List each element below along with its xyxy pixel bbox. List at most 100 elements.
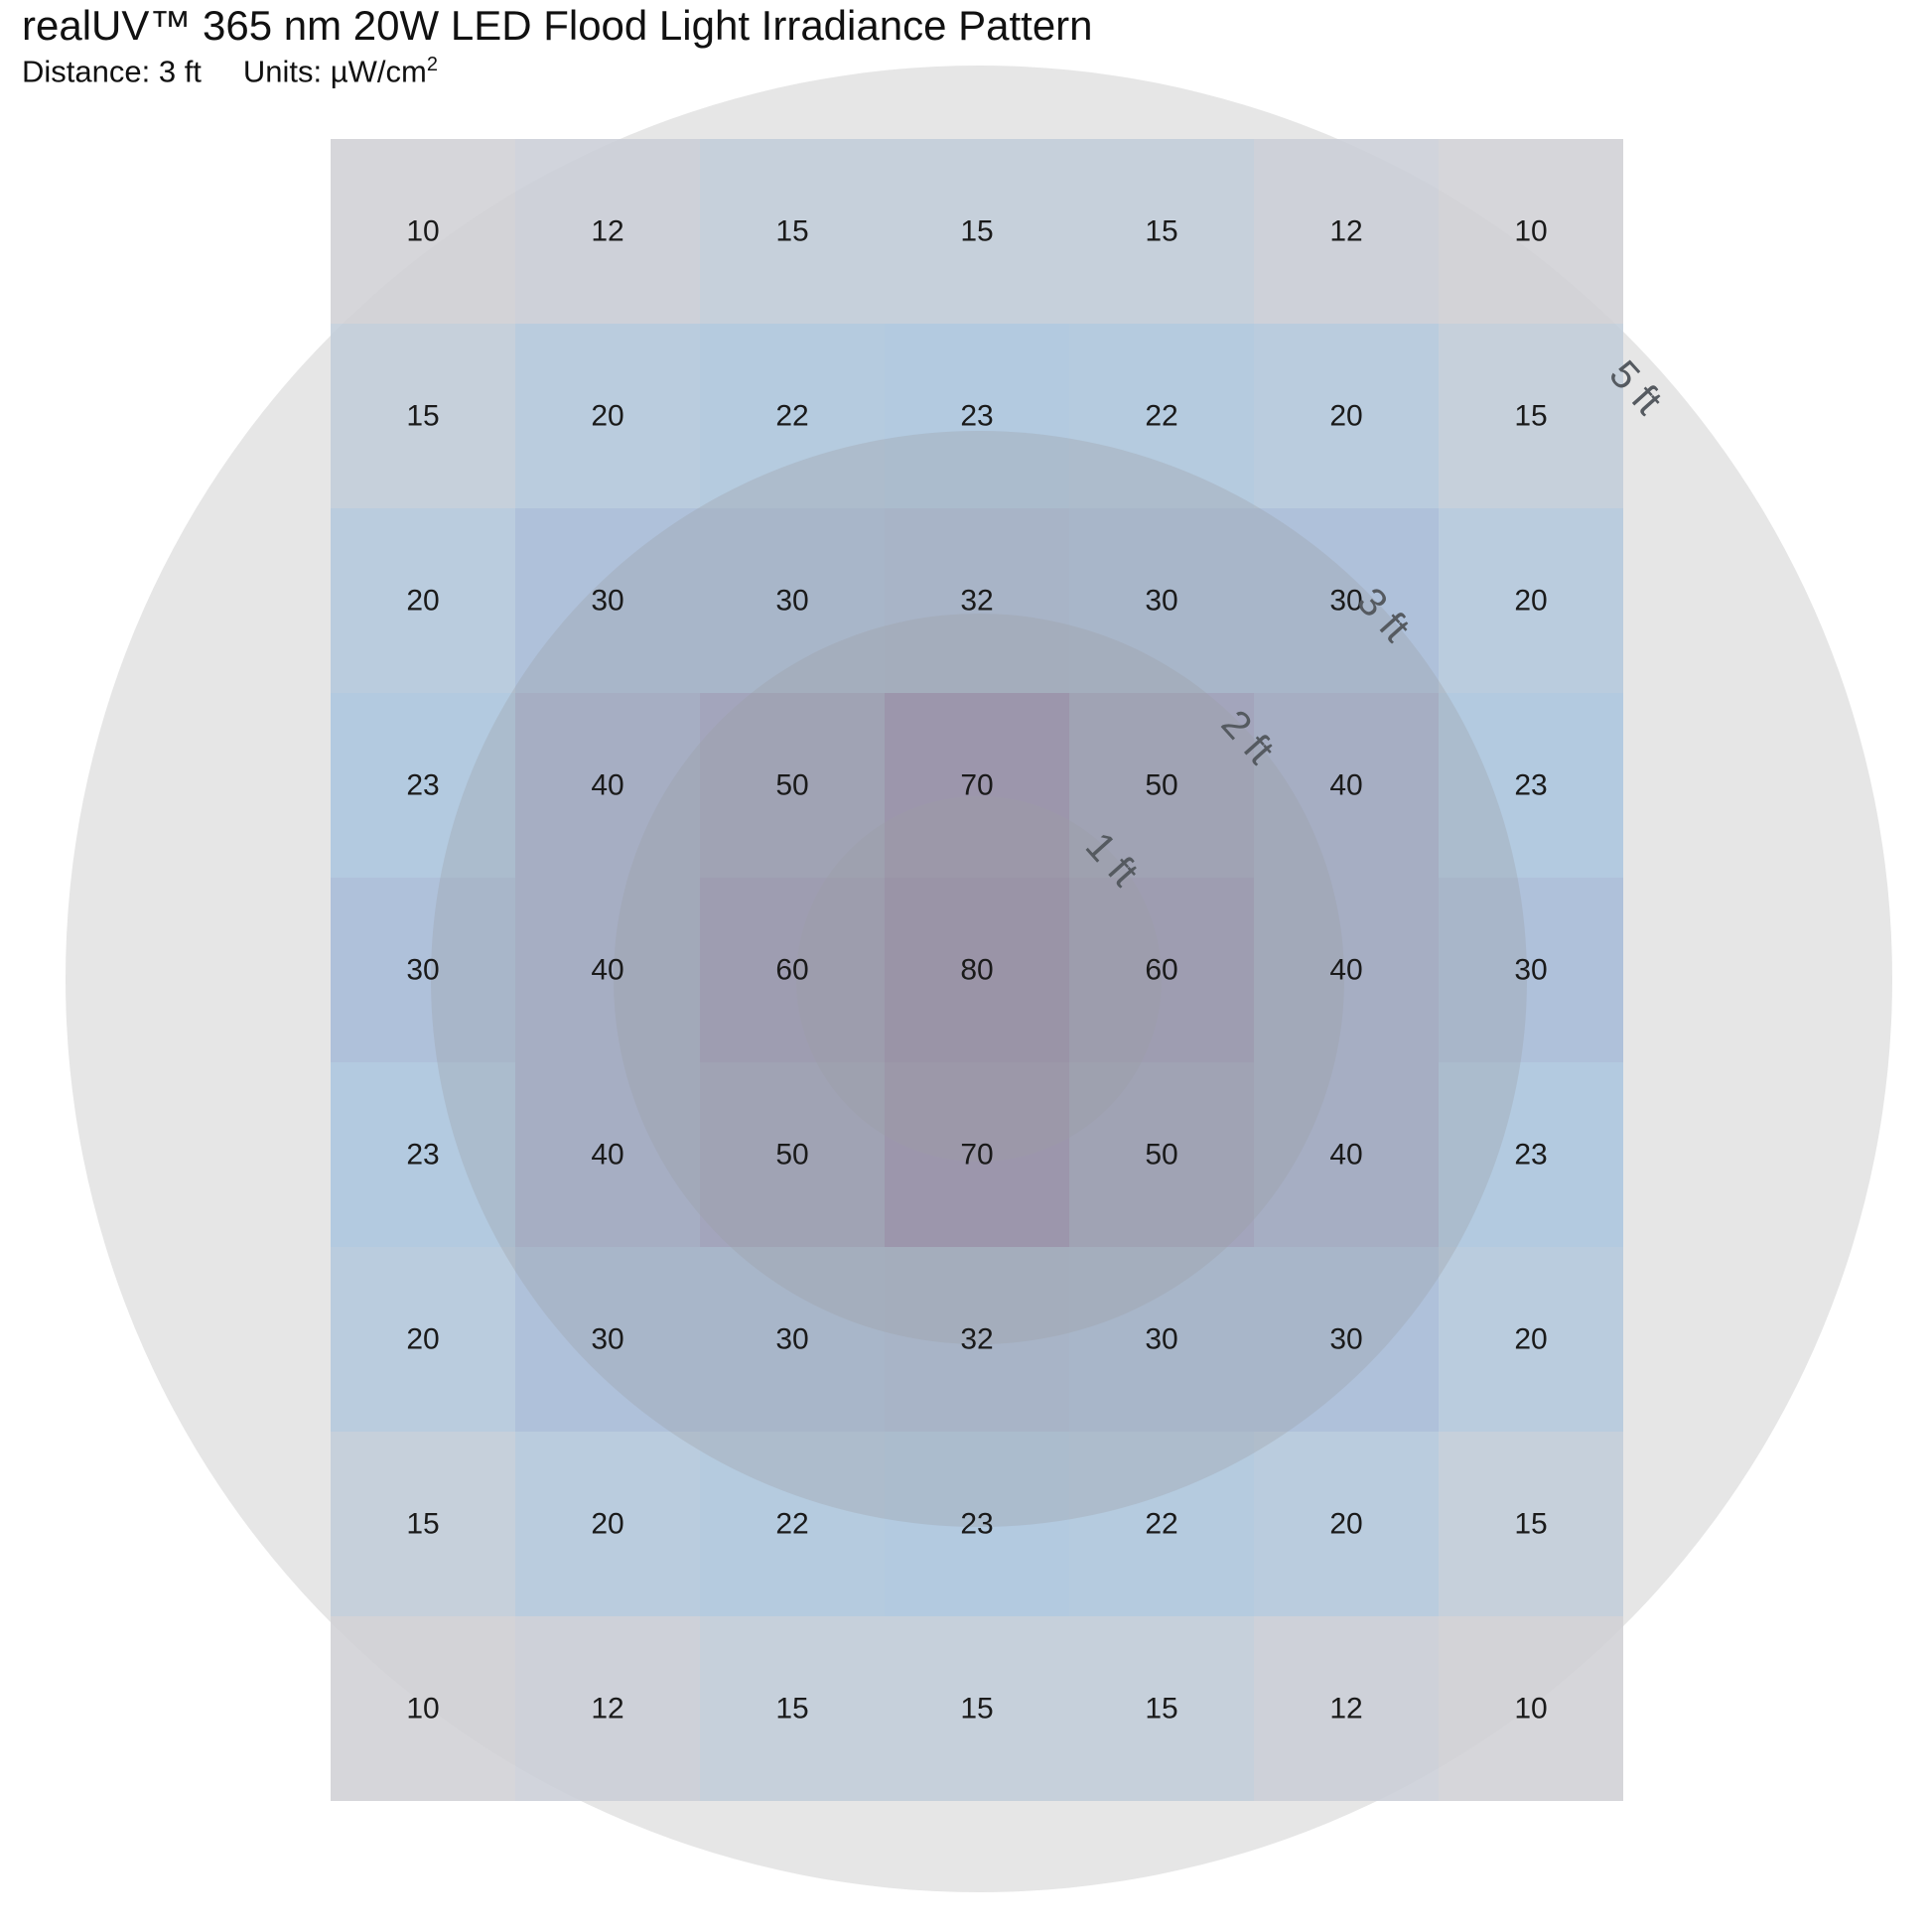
heatmap-cell <box>1069 1616 1254 1801</box>
cell-value-label: 20 <box>1514 585 1547 618</box>
cell-value-label: 15 <box>775 1693 808 1725</box>
heatmap-cell <box>515 1247 700 1432</box>
heatmap-cell <box>331 139 515 324</box>
heatmap-cell <box>1069 139 1254 324</box>
heatmap-cell <box>1069 878 1254 1062</box>
heatmap-cell <box>515 878 700 1062</box>
cell-value-label: 40 <box>1329 769 1362 802</box>
cell-value-label: 20 <box>1514 1323 1547 1356</box>
cell-value-label: 30 <box>1329 1323 1362 1356</box>
cell-value-label: 20 <box>591 400 623 433</box>
heatmap-cell <box>515 1432 700 1616</box>
cell-value-label: 15 <box>1514 400 1547 433</box>
cell-value-label: 23 <box>1514 1139 1547 1172</box>
cell-value-label: 40 <box>591 954 623 987</box>
cell-value-label: 15 <box>775 215 808 248</box>
cell-value-label: 30 <box>591 585 623 618</box>
units-superscript: 2 <box>426 54 438 75</box>
heatmap-cell <box>885 1432 1069 1616</box>
cell-value-label: 12 <box>1329 1693 1362 1725</box>
cell-value-label: 15 <box>406 400 439 433</box>
cell-value-label: 10 <box>1514 215 1547 248</box>
heatmap-cell <box>885 1616 1069 1801</box>
cell-value-label: 20 <box>591 1508 623 1541</box>
heatmap-cell <box>515 324 700 508</box>
heatmap-cell <box>700 508 885 693</box>
heatmap-cell <box>1439 878 1623 1062</box>
distance-ring-3ft <box>431 431 1527 1527</box>
heatmap-cell <box>1254 1247 1439 1432</box>
heatmap-cell <box>515 508 700 693</box>
cell-value-label: 22 <box>1145 400 1177 433</box>
heatmap-cell <box>331 1432 515 1616</box>
heatmap-cell <box>1069 508 1254 693</box>
heatmap-cell <box>331 324 515 508</box>
heatmap-cell <box>1069 324 1254 508</box>
cell-value-label: 15 <box>1145 215 1177 248</box>
cell-value-label: 10 <box>406 1693 439 1725</box>
heatmap-cell <box>1254 693 1439 878</box>
cell-value-label: 30 <box>406 954 439 987</box>
heatmap-cell <box>885 1247 1069 1432</box>
cell-value-label: 60 <box>775 954 808 987</box>
cell-value-label: 30 <box>1514 954 1547 987</box>
heatmap-cell <box>331 693 515 878</box>
cell-value-label: 22 <box>775 400 808 433</box>
heatmap-cell <box>515 1062 700 1247</box>
heatmap-cell <box>515 1616 700 1801</box>
heatmap-cell <box>331 508 515 693</box>
chart-title: realUV™ 365 nm 20W LED Flood Light Irrad… <box>22 2 1093 49</box>
cell-value-label: 15 <box>1514 1508 1547 1541</box>
cell-value-label: 23 <box>1514 769 1547 802</box>
heatmap-cell <box>1069 693 1254 878</box>
heatmap-cell <box>885 878 1069 1062</box>
cell-value-label: 50 <box>775 769 808 802</box>
heatmap-cell <box>885 1062 1069 1247</box>
cell-value-label: 80 <box>960 954 993 987</box>
heatmap-cell <box>700 1247 885 1432</box>
cell-value-label: 15 <box>1145 1693 1177 1725</box>
cell-value-label: 40 <box>1329 954 1362 987</box>
distance-label: Distance: 3 ft <box>22 54 202 89</box>
heatmap-cell <box>700 324 885 508</box>
heatmap-cell <box>1439 693 1623 878</box>
units-label: Units: µW/cm <box>242 54 427 89</box>
cell-value-label: 23 <box>406 1139 439 1172</box>
heatmap-cell <box>1439 1062 1623 1247</box>
cell-value-label: 50 <box>775 1139 808 1172</box>
cell-value-label: 15 <box>960 215 993 248</box>
cell-value-label: 60 <box>1145 954 1177 987</box>
heatmap-cell <box>1069 1247 1254 1432</box>
heatmap-cell <box>885 508 1069 693</box>
cell-value-label: 22 <box>775 1508 808 1541</box>
cell-value-label: 10 <box>1514 1693 1547 1725</box>
heatmap-cell <box>885 324 1069 508</box>
heatmap-cell <box>1254 1432 1439 1616</box>
cell-value-label: 12 <box>1329 215 1362 248</box>
cell-value-label: 70 <box>960 1139 993 1172</box>
heatmap-cell <box>331 1247 515 1432</box>
cell-value-label: 12 <box>591 1693 623 1725</box>
cell-value-label: 40 <box>1329 1139 1362 1172</box>
heatmap-cell <box>1069 1432 1254 1616</box>
heatmap-cell <box>1254 878 1439 1062</box>
heatmap-cell <box>515 693 700 878</box>
cell-value-label: 15 <box>960 1693 993 1725</box>
cell-value-label: 50 <box>1145 1139 1177 1172</box>
cell-value-label: 23 <box>960 1508 993 1541</box>
cell-value-label: 23 <box>960 400 993 433</box>
cell-value-label: 30 <box>1145 1323 1177 1356</box>
heatmap-cell <box>1439 324 1623 508</box>
distance-ring-1ft <box>796 796 1162 1162</box>
heatmap-cell <box>885 139 1069 324</box>
cell-value-label: 32 <box>960 1323 993 1356</box>
heatmap-cell <box>700 1432 885 1616</box>
heatmap-cell <box>331 1616 515 1801</box>
cell-value-label: 23 <box>406 769 439 802</box>
cell-value-label: 10 <box>406 215 439 248</box>
heatmap-cell <box>331 1062 515 1247</box>
heatmap-cell <box>700 693 885 878</box>
heatmap-cell <box>1439 508 1623 693</box>
cell-value-label: 70 <box>960 769 993 802</box>
